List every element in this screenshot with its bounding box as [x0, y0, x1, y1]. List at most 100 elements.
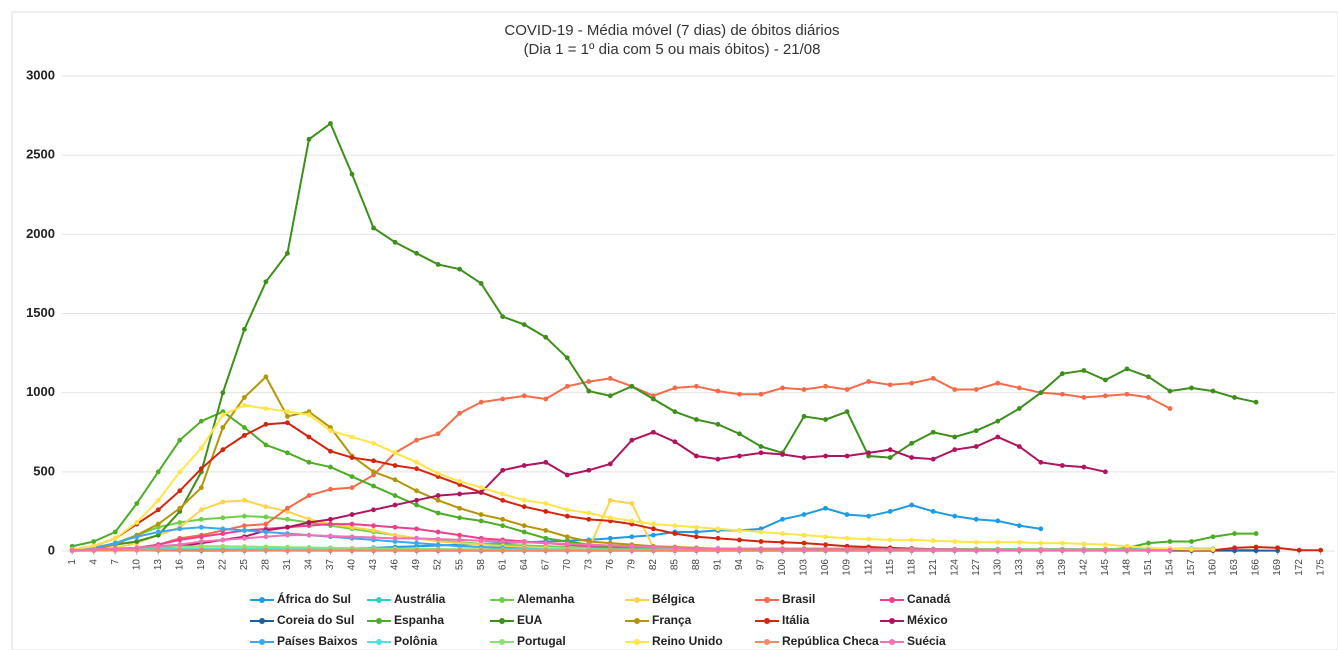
point [715, 546, 721, 552]
point [1210, 547, 1216, 552]
point [349, 455, 355, 460]
point [349, 171, 355, 177]
x-tick-label: 91 [713, 559, 724, 571]
point [198, 507, 204, 513]
x-tick-label: 55 [454, 559, 465, 571]
point [91, 547, 97, 552]
point [1210, 388, 1216, 394]
x-tick-label: 46 [390, 559, 401, 571]
point [629, 383, 635, 389]
legend-marker [376, 597, 382, 603]
point [564, 507, 570, 513]
point [500, 396, 506, 402]
point [220, 515, 226, 521]
x-tick-label: 112 [863, 559, 874, 575]
point [973, 516, 979, 522]
point [973, 444, 979, 449]
x-tick-label: 79 [626, 559, 637, 571]
point [586, 542, 592, 548]
point [349, 474, 355, 479]
chart-subtitle: (Dia 1 = 1º dia com 5 ou mais óbitos) - … [524, 41, 821, 58]
legend-label: República Checa [782, 634, 879, 648]
point [1038, 390, 1044, 396]
point [564, 541, 570, 547]
point [930, 429, 936, 435]
point [952, 547, 958, 553]
legend-marker [634, 639, 640, 645]
x-tick-label: 103 [799, 559, 810, 576]
legend-marker [376, 639, 382, 645]
point [306, 434, 312, 440]
point [607, 543, 613, 548]
point [887, 547, 893, 552]
point [112, 535, 118, 541]
point [1038, 526, 1044, 532]
point [650, 526, 656, 532]
chart-frame [11, 11, 1338, 650]
point [801, 532, 807, 538]
x-tick-label: 121 [928, 559, 939, 576]
x-tick-label: 130 [992, 559, 1003, 576]
x-tick-label: 88 [691, 559, 702, 571]
y-tick-label: 2000 [26, 226, 55, 241]
point [500, 314, 506, 320]
point [500, 539, 506, 544]
point [241, 535, 247, 541]
legend-marker [499, 618, 505, 624]
point [328, 533, 333, 539]
point [1081, 395, 1087, 400]
point [780, 539, 785, 545]
point [586, 467, 592, 473]
point [930, 538, 936, 544]
point [694, 524, 699, 530]
legend-label: Canadá [907, 592, 951, 606]
point [155, 521, 161, 527]
point [478, 548, 484, 553]
point [823, 417, 828, 422]
point [1038, 459, 1044, 465]
point [758, 391, 764, 397]
point [650, 521, 656, 527]
point [1275, 545, 1280, 551]
point [414, 535, 419, 541]
point [328, 521, 333, 527]
point [134, 534, 140, 540]
point [801, 512, 807, 517]
point [521, 322, 527, 327]
point [930, 547, 936, 553]
point [801, 387, 807, 392]
legend-marker [889, 618, 895, 624]
point [1081, 368, 1087, 373]
point [715, 421, 721, 427]
point [349, 534, 355, 540]
legend-label: Alemanha [517, 592, 575, 606]
point [1189, 385, 1194, 391]
y-tick-label: 2500 [26, 147, 55, 162]
point [801, 540, 807, 546]
point [1059, 540, 1065, 546]
point [521, 523, 527, 529]
point [328, 428, 333, 434]
legend-label: África do Sul [277, 591, 351, 606]
point [457, 491, 463, 497]
legend-label: EUA [517, 613, 543, 627]
point [866, 513, 872, 519]
x-tick-label: 157 [1186, 559, 1197, 576]
point [392, 535, 398, 541]
point [285, 420, 290, 426]
point [263, 504, 269, 510]
x-tick-label: 7 [110, 559, 121, 565]
legend-label: Austrália [394, 592, 446, 606]
point [1253, 544, 1259, 550]
point [715, 388, 721, 394]
point [349, 512, 355, 517]
point [241, 497, 247, 503]
point [198, 524, 204, 530]
point [500, 516, 506, 522]
point [909, 455, 915, 460]
point [887, 382, 893, 388]
point [650, 396, 656, 402]
point [263, 514, 269, 520]
point [1189, 539, 1194, 544]
point [1167, 388, 1173, 394]
